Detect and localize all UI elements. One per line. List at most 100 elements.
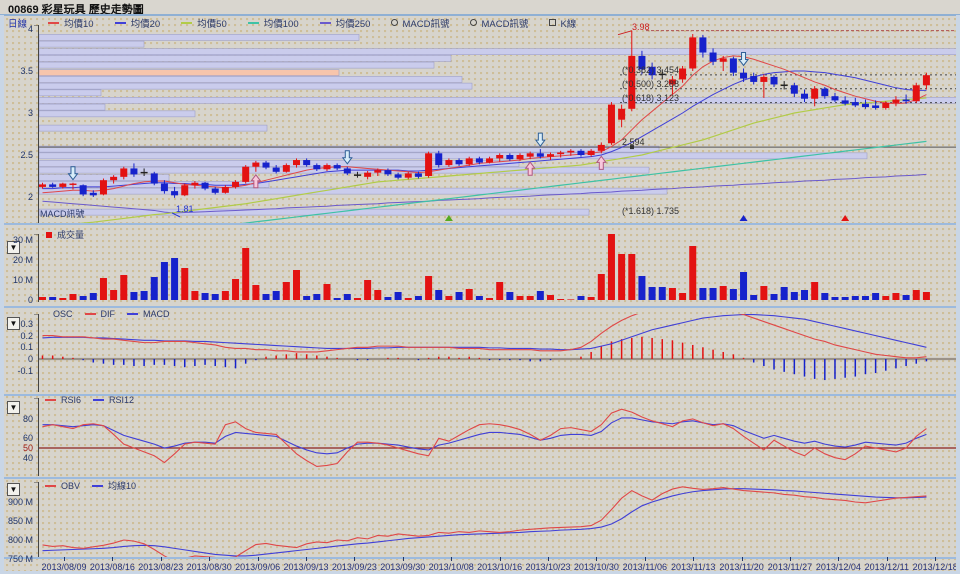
- date-label: 2013/10/16: [477, 562, 523, 572]
- macd-axis-label: 0.2: [20, 330, 33, 341]
- price-axis-label: 3: [27, 108, 33, 118]
- date-tick: [548, 557, 549, 561]
- rsi12-legend-label: RSI12: [109, 395, 135, 405]
- obv-axis-label: 850 M: [7, 516, 33, 526]
- date-label: 2013/08/09: [41, 562, 87, 572]
- date-label: 2013/12/04: [815, 562, 861, 572]
- obv-legend-marker: [45, 484, 56, 487]
- date-label: 2013/11/20: [719, 562, 764, 572]
- macd-axis-label: 0.1: [20, 342, 33, 353]
- obv-ma-legend-label: 均線10: [108, 481, 137, 491]
- rsi-axis-label: 60: [22, 433, 33, 444]
- volume-panel-collapse-button[interactable]: ▼: [7, 241, 20, 254]
- dot-marker-icon: [391, 19, 399, 26]
- obv-panel-collapse-button[interactable]: ▼: [7, 483, 20, 496]
- legend-line-marker: [247, 21, 259, 24]
- volume-axis-label: 30 M: [12, 235, 33, 245]
- legend-item: 均價250: [319, 16, 370, 30]
- rsi-panel-collapse-button[interactable]: ▼: [7, 401, 20, 414]
- macd-legend-marker: [127, 313, 139, 315]
- panel-divider: [0, 557, 960, 559]
- volume-axis-label: 10 M: [12, 275, 33, 285]
- date-tick: [935, 557, 937, 561]
- date-tick: [160, 557, 162, 561]
- date-tick: [644, 557, 646, 561]
- rsi12-legend-marker: [93, 399, 105, 401]
- date-label: 2013/10/08: [428, 562, 474, 572]
- date-label: 2013/12/11: [864, 562, 909, 572]
- date-tick: [451, 557, 453, 561]
- volume-chart: [34, 234, 930, 302]
- date-label: 2013/08/16: [89, 562, 135, 572]
- panel-divider: [0, 306, 960, 308]
- rsi-axis-label: 40: [22, 452, 33, 463]
- macd-legend-label: MACD: [143, 309, 170, 319]
- circle-marker-icon: [470, 19, 478, 26]
- signal-legend-items: MACD訊號 MACD訊號 K線: [391, 16, 597, 30]
- date-label: 2013/11/27: [767, 562, 813, 572]
- dif-legend-label: DIF: [100, 309, 116, 319]
- main-price-chart: [34, 25, 960, 223]
- base-price-label: 2.594: [622, 137, 645, 147]
- date-tick: [402, 557, 404, 561]
- obv-axis-label: 900 M: [7, 497, 33, 507]
- volume-legend-label: 成交量: [57, 230, 85, 240]
- date-label: 2013/10/30: [573, 562, 619, 572]
- date-label: 2013/09/23: [331, 562, 377, 572]
- volume-legend-marker: [46, 231, 52, 238]
- date-tick: [741, 557, 743, 561]
- date-tick: [838, 557, 840, 561]
- date-label: 2013/09/30: [380, 562, 426, 572]
- fib-618-label: (*0.618) 3.123: [622, 93, 680, 103]
- ma-legend-items: 均價10 均價20 均價50 均價100 均價250: [48, 16, 391, 30]
- period-selector[interactable]: 日線: [8, 18, 28, 30]
- date-tick: [354, 557, 356, 561]
- date-label: 2013/08/30: [186, 562, 232, 572]
- legend-item: 均價20: [114, 16, 160, 30]
- rsi-chart: [34, 398, 958, 476]
- macd-panel-collapse-button[interactable]: ▼: [7, 317, 20, 330]
- fib-extension-label: (*1.618) 1.735: [622, 206, 680, 216]
- square-marker-icon: [549, 19, 557, 26]
- fib-500-label: (*0.500) 3.288: [622, 79, 680, 89]
- window-frame-right: [956, 15, 960, 574]
- date-tick: [886, 557, 888, 561]
- obv-chart: [34, 482, 927, 558]
- date-tick: [596, 557, 598, 561]
- title-bar: 00869 彩星玩具 歷史走勢圖: [0, 0, 960, 16]
- obv-legend: OBV 均線10: [45, 479, 136, 492]
- volume-legend: 成交量: [46, 228, 84, 241]
- date-label: 2013/12/18: [912, 562, 958, 572]
- volume-axis-label: 0: [27, 295, 33, 305]
- legend-line-marker: [48, 21, 60, 24]
- fib-382-label: (*0.382) 3.454: [622, 65, 680, 75]
- price-axis-label: 2.5: [20, 150, 33, 160]
- date-tick: [209, 557, 211, 561]
- volume-axis-label: 20 M: [12, 255, 33, 265]
- osc-legend-label: OSC: [53, 309, 73, 319]
- window-frame-left: [0, 15, 4, 574]
- date-label: 2013/10/23: [525, 562, 571, 572]
- main-legend: 日線 均價10 均價20 均價50 均價100 均價250 MACD訊號 MACD訊號 K線: [8, 16, 597, 30]
- macd-chart: [34, 314, 958, 392]
- date-label: 2013/11/06: [622, 562, 667, 572]
- ma-min-label: 1.81: [176, 204, 194, 214]
- legend-item: 均價10: [48, 16, 94, 30]
- legend-item: K線: [549, 16, 576, 30]
- date-tick: [257, 557, 259, 561]
- date-tick: [112, 557, 114, 561]
- rsi-axis-label: 50: [22, 443, 33, 453]
- obv-axis-label: 750 M: [7, 554, 33, 564]
- dif-legend-marker: [84, 313, 96, 315]
- macd-axis-label: 0: [27, 354, 33, 364]
- panel-divider: [0, 394, 960, 396]
- legend-item: 均價100: [247, 16, 299, 30]
- peak-price-label: 3.98: [632, 22, 650, 32]
- window-title: 00869 彩星玩具 歷史走勢圖: [8, 4, 144, 16]
- title-separator: [0, 14, 960, 16]
- date-tick: [64, 557, 65, 561]
- rsi-axis-label: 80: [22, 413, 33, 424]
- panel-divider: [0, 477, 960, 479]
- legend-item: 均價50: [181, 16, 227, 30]
